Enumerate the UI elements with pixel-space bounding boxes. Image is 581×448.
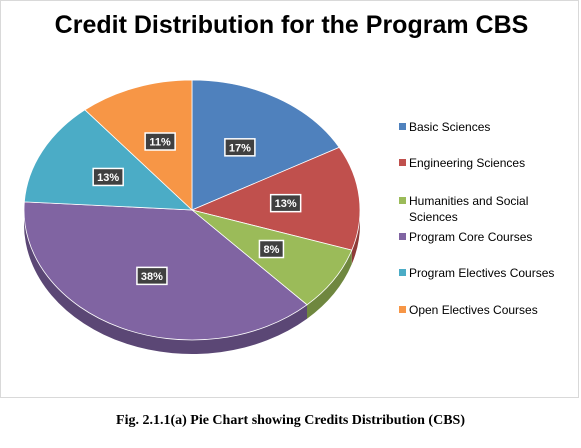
pie-side-engineering-sciences bbox=[351, 210, 360, 265]
svg-text:38%: 38% bbox=[141, 271, 163, 283]
pie-chart: 17% 13% 8% 38% 13% 11% bbox=[23, 79, 361, 354]
pie-side-humanities-and-social-sciences bbox=[307, 250, 352, 319]
legend-swatch bbox=[399, 159, 406, 166]
data-label-humanities-and-social-sciences: 8% bbox=[258, 239, 285, 259]
legend-label: Open Electives Courses bbox=[409, 303, 538, 317]
svg-text:17%: 17% bbox=[229, 142, 251, 154]
svg-text:11%: 11% bbox=[149, 137, 171, 149]
svg-text:13%: 13% bbox=[275, 198, 297, 210]
chart-area: Credit Distribution for the Program CBS … bbox=[0, 0, 579, 398]
data-label-program-core-courses: 38% bbox=[136, 266, 168, 286]
legend-label: Engineering Sciences bbox=[409, 156, 526, 170]
data-label-basic-sciences: 17% bbox=[224, 138, 256, 157]
legend-swatch bbox=[399, 197, 406, 204]
legend-swatch bbox=[399, 269, 406, 276]
data-label-engineering-sciences: 13% bbox=[269, 193, 302, 213]
legend-label: Basic Sciences bbox=[409, 120, 491, 134]
legend-label: Program Core Courses bbox=[409, 230, 533, 244]
pie-slice-open-electives-courses bbox=[84, 79, 193, 211]
legend-swatch bbox=[399, 306, 406, 313]
pie-slice-program-electives-courses bbox=[23, 109, 194, 211]
chart-title: Credit Distribution for the Program CBS bbox=[54, 11, 529, 39]
svg-text:8%: 8% bbox=[263, 244, 279, 256]
data-label-open-electives-courses: 11% bbox=[144, 132, 176, 151]
svg-text:13%: 13% bbox=[97, 172, 119, 184]
pie-slice-basic-sciences bbox=[191, 79, 340, 211]
pie-side-program-core-courses bbox=[23, 210, 308, 354]
legend-label: Humanities and Social Sciences bbox=[409, 194, 529, 224]
legend-swatch bbox=[399, 233, 406, 240]
legend-swatch bbox=[399, 123, 406, 130]
data-label-program-electives-courses: 13% bbox=[92, 167, 124, 187]
legend-label: Program Electives Courses bbox=[409, 266, 555, 280]
figure-caption: Fig. 2.1.1(a) Pie Chart showing Credits … bbox=[116, 413, 465, 428]
